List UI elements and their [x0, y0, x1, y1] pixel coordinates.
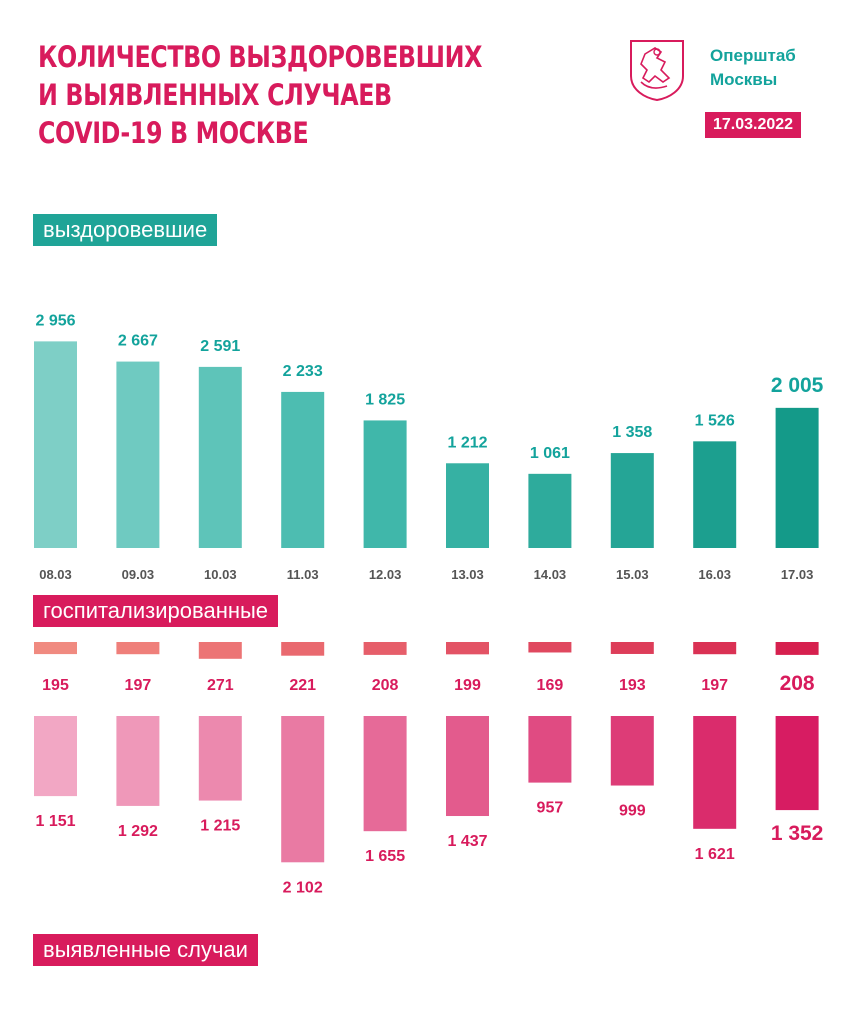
hospitalized-value-label: 195 [42, 677, 69, 694]
x-tick-label: 11.03 [287, 567, 319, 582]
x-tick-label: 09.03 [122, 567, 155, 582]
cases-value-label: 1 215 [200, 818, 240, 835]
cases-value-label: 1 621 [695, 846, 735, 863]
recovered-value-label: 2 591 [200, 338, 240, 355]
recovered-bar [775, 407, 819, 548]
recovered-bar [363, 420, 407, 548]
org-line-2: Москвы [710, 70, 778, 89]
hospitalized-bar [34, 642, 77, 655]
recovered-value-label: 1 212 [447, 434, 487, 451]
recovered-bar [116, 361, 160, 548]
x-tick-label: 16.03 [698, 567, 731, 582]
page-title: КОЛИЧЕСТВО ВЫЗДОРОВЕВШИХ И ВЫЯВЛЕННЫХ СЛ… [38, 38, 482, 152]
title-line-2: И ВЫЯВЛЕННЫХ СЛУЧАЕВ [38, 78, 392, 112]
recovered-bar [610, 453, 654, 548]
recovered-bar [198, 366, 242, 548]
recovered-value-label: 1 061 [530, 445, 570, 462]
cases-label: выявленные случаи [33, 934, 258, 966]
cases-bar [528, 716, 572, 783]
cases-bar [610, 716, 654, 786]
cases-value-label: 1 151 [35, 813, 75, 830]
cases-value-label: 957 [537, 800, 564, 817]
recovered-value-label: 2 233 [283, 363, 323, 380]
x-tick-label: 15.03 [616, 567, 649, 582]
cases-value-label: 1 352 [771, 822, 824, 845]
x-tick-label: 12.03 [369, 567, 402, 582]
hospitalized-value-label: 271 [207, 677, 234, 694]
hospitalized-value-label: 199 [454, 677, 481, 694]
cases-bar [116, 716, 160, 806]
recovered-value-label: 2 956 [35, 312, 75, 329]
hospitalized-value-label: 197 [701, 677, 728, 694]
recovered-label: выздоровевшие [33, 214, 218, 246]
x-tick-label: 13.03 [451, 567, 484, 582]
recovered-value-label: 1 526 [695, 412, 735, 429]
hospitalized-bar [610, 642, 654, 654]
cases-value-label: 1 437 [447, 833, 487, 850]
recovered-bar [693, 441, 737, 548]
recovered-value-label: 1 825 [365, 391, 405, 408]
cases-bar [446, 716, 489, 817]
cases-bar [281, 716, 325, 863]
cases-bar [693, 716, 737, 829]
date-badge: 17.03.2022 [705, 112, 802, 138]
recovered-value-label: 2 005 [771, 374, 824, 397]
hospitalized-bar [116, 642, 160, 655]
title-line-3: COVID-19 В МОСКВЕ [38, 116, 309, 150]
recovered-bar [528, 473, 572, 548]
cases-bar [198, 716, 242, 801]
x-tick-label: 08.03 [39, 567, 72, 582]
x-tick-label: 14.03 [534, 567, 567, 582]
cases-value-label: 2 102 [283, 879, 323, 896]
org-line-1: Оперштаб [710, 46, 796, 65]
cases-bar [775, 716, 819, 811]
cases-bar [34, 716, 77, 797]
recovered-value-label: 2 667 [118, 333, 158, 350]
hospitalized-value-label: 193 [619, 677, 646, 694]
hospitalized-bar [363, 642, 407, 655]
hospitalized-bar [528, 642, 572, 653]
hospitalized-value-label: 197 [125, 677, 152, 694]
recovered-bar [446, 463, 489, 548]
hospitalized-value-label: 169 [537, 677, 564, 694]
hospitalized-value-label: 208 [780, 672, 815, 695]
moscow-coat-of-arms-icon [630, 40, 684, 102]
hospitalized-bar [775, 642, 819, 655]
x-tick-label: 17.03 [781, 567, 814, 582]
recovered-bar [281, 391, 325, 548]
hospitalized-bar [198, 642, 242, 659]
organization-name: Оперштаб Москвы [710, 44, 796, 92]
hospitalized-label: госпитализированные [33, 595, 279, 627]
x-tick-label: 10.03 [204, 567, 237, 582]
cases-bar [363, 716, 407, 832]
cases-value-label: 1 655 [365, 848, 405, 865]
hospitalized-bar [281, 642, 325, 656]
recovered-value-label: 1 358 [612, 424, 652, 441]
title-line-1: КОЛИЧЕСТВО ВЫЗДОРОВЕВШИХ [38, 40, 483, 74]
hospitalized-bar [446, 642, 489, 655]
cases-value-label: 1 292 [118, 823, 158, 840]
recovered-bar [34, 341, 77, 548]
hospitalized-value-label: 208 [372, 677, 399, 694]
hospitalized-bar [693, 642, 737, 655]
cases-value-label: 999 [619, 803, 646, 820]
hospitalized-value-label: 221 [289, 677, 316, 694]
